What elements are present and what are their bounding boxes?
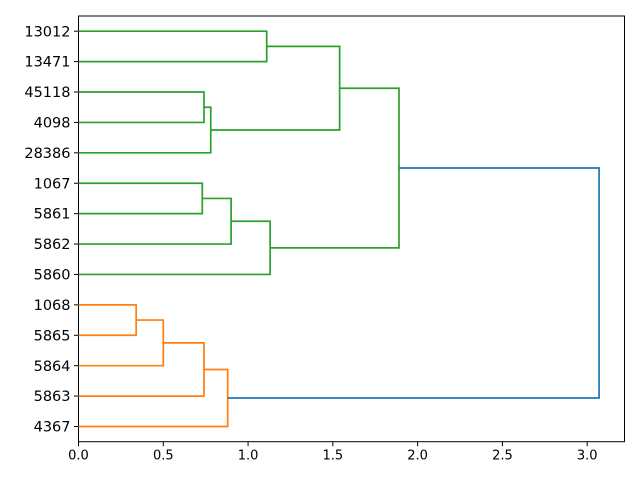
dendrogram-link-green (78, 91, 205, 124)
leaf-label: 45118 (24, 85, 70, 101)
x-tick-label: 0.0 (68, 448, 89, 463)
dendrogram-link-green (270, 87, 400, 249)
leaf-label: 5865 (34, 328, 71, 344)
leaf-label: 13471 (24, 55, 70, 71)
dendrogram-link-green (78, 197, 232, 245)
dendrogram-link-orange (78, 342, 205, 397)
leaf-label: 5863 (34, 389, 71, 405)
dendrogram-link-green (78, 30, 268, 63)
leaf-label: 5861 (34, 207, 71, 223)
x-tick-label: 2.5 (492, 448, 513, 463)
x-tick-label: 1.0 (238, 448, 259, 463)
leaf-label: 13012 (24, 24, 70, 40)
leaf-label: 5860 (34, 268, 71, 284)
leaf-label: 5862 (34, 237, 71, 253)
x-tick-label: 3.0 (577, 448, 598, 463)
x-tick-label: 0.5 (153, 448, 174, 463)
dendrogram-link-blue (227, 167, 600, 399)
dendrogram-link-green (78, 182, 204, 215)
x-tick-label: 1.5 (323, 448, 344, 463)
dendrogram-link-orange (78, 319, 165, 367)
dendrogram-link-green (78, 220, 271, 276)
axes-frame (78, 15, 625, 443)
leaf-label: 4098 (34, 116, 71, 132)
dendrogram-link-green (210, 45, 341, 131)
leaf-label: 28386 (24, 146, 70, 162)
leaf-label: 1068 (34, 298, 71, 314)
x-tick-label: 2.0 (407, 448, 428, 463)
dendrogram-link-green (78, 106, 212, 154)
leaf-label: 5864 (34, 359, 71, 375)
dendrogram-link-orange (78, 368, 229, 428)
leaf-label: 1067 (34, 176, 71, 192)
dendrogram-link-orange (78, 304, 138, 337)
leaf-label: 4367 (34, 420, 71, 436)
